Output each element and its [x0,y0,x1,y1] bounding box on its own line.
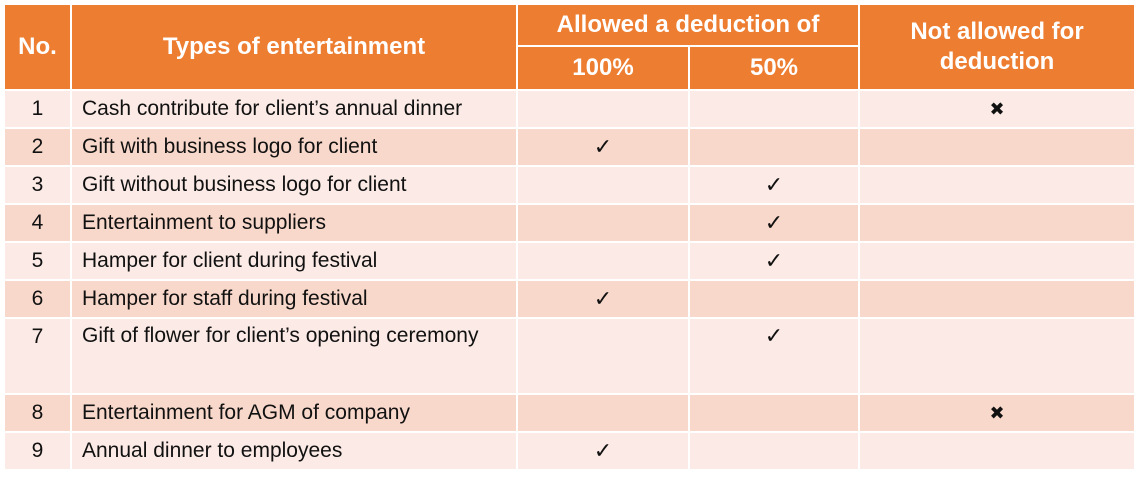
table-row: 1 Cash contribute for client’s annual di… [3,89,1136,129]
deduction-50-check-icon: ✓ [687,317,861,395]
deduction-100-cell [516,317,690,395]
deduction-100-cell [516,89,690,129]
header-no: No. [3,3,72,91]
deduction-100-cell [516,241,690,281]
deduction-50-cell [687,393,861,433]
table-row: 8 Entertainment for AGM of company ✖ [3,393,1136,433]
not-allowed-cell [858,279,1136,319]
not-allowed-cell [858,317,1136,395]
deduction-50-cell [687,89,861,129]
table-row: 4 Entertainment to suppliers ✓ [3,203,1136,243]
not-allowed-cell [858,431,1136,471]
row-description: Gift of flower for client’s opening cere… [70,317,518,395]
row-description: Hamper for staff during festival [70,279,518,319]
table-header: No. Types of entertainment Allowed a ded… [3,3,1136,91]
not-allowed-cell [858,165,1136,205]
row-number: 6 [3,279,72,319]
not-allowed-cross-icon: ✖ [858,393,1136,433]
table-row: 3 Gift without business logo for client … [3,165,1136,205]
not-allowed-cell [858,127,1136,167]
not-allowed-cross-icon: ✖ [858,89,1136,129]
deduction-100-cell [516,165,690,205]
deduction-50-cell [687,431,861,471]
header-allowed-deduction: Allowed a deduction of [515,3,861,47]
header-types-of-entertainment: Types of entertainment [70,3,518,91]
table-row: 5 Hamper for client during festival ✓ [3,241,1136,281]
row-description: Entertainment for AGM of company [70,393,518,433]
table-row: 2 Gift with business logo for client ✓ [3,127,1136,167]
row-description: Gift without business logo for client [70,165,518,205]
row-description: Annual dinner to employees [70,431,518,471]
header-100-percent: 100% [516,45,690,91]
not-allowed-cell [858,241,1136,281]
header-not-allowed: Not allowed for deduction [858,3,1136,91]
deduction-100-check-icon: ✓ [516,127,690,167]
deduction-50-check-icon: ✓ [687,165,861,205]
row-description: Hamper for client during festival [70,241,518,281]
row-number: 9 [3,431,72,471]
row-number: 8 [3,393,72,433]
deduction-50-cell [687,279,861,319]
row-description: Entertainment to suppliers [70,203,518,243]
header-50-percent: 50% [687,45,861,91]
table-body: 1 Cash contribute for client’s annual di… [3,89,1136,471]
row-number: 1 [3,89,72,129]
entertainment-deduction-table: No. Types of entertainment Allowed a ded… [3,3,1136,471]
row-description: Gift with business logo for client [70,127,518,167]
row-number: 4 [3,203,72,243]
table-row: 6 Hamper for staff during festival ✓ [3,279,1136,319]
row-number: 3 [3,165,72,205]
not-allowed-cell [858,203,1136,243]
table-row: 9 Annual dinner to employees ✓ [3,431,1136,471]
row-number: 5 [3,241,72,281]
entertainment-deduction-table-wrapper: No. Types of entertainment Allowed a ded… [3,3,1136,486]
deduction-50-check-icon: ✓ [687,241,861,281]
deduction-100-check-icon: ✓ [516,431,690,471]
table-row: 7 Gift of flower for client’s opening ce… [3,317,1136,395]
row-number: 2 [3,127,72,167]
deduction-50-check-icon: ✓ [687,203,861,243]
row-description: Cash contribute for client’s annual dinn… [70,89,518,129]
deduction-100-cell [516,393,690,433]
deduction-100-cell [516,203,690,243]
deduction-100-check-icon: ✓ [516,279,690,319]
deduction-50-cell [687,127,861,167]
row-number: 7 [3,317,72,395]
